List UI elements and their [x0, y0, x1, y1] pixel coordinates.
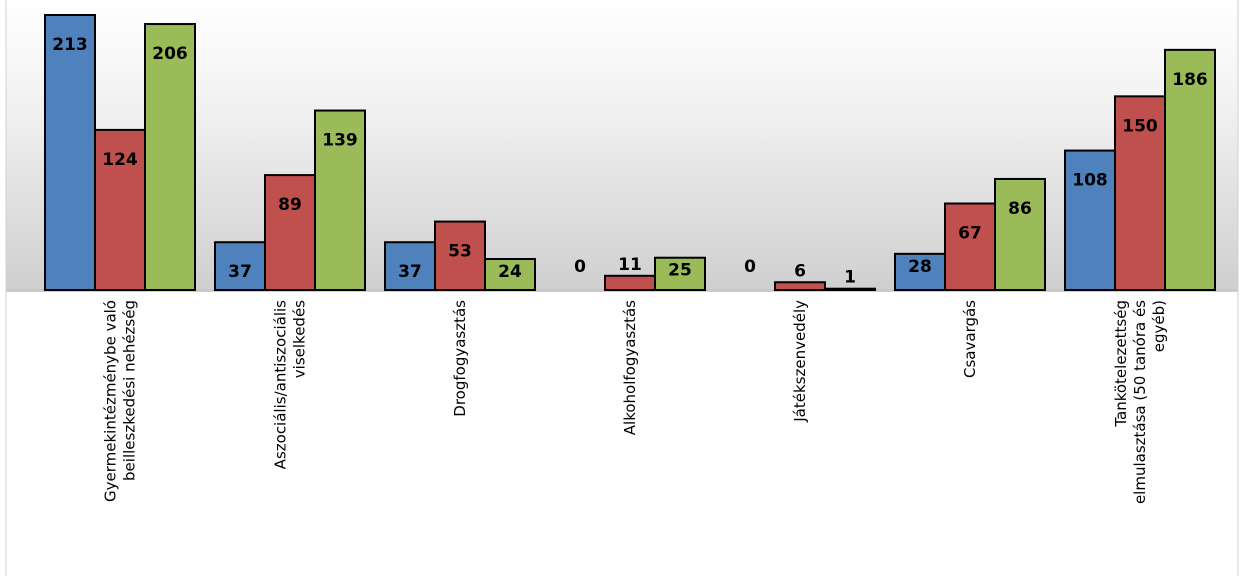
data-label-series3-cat3: 24 [498, 262, 522, 282]
data-label-series2-cat4: 11 [618, 255, 642, 275]
data-label-series1-cat3: 37 [398, 262, 422, 282]
bar-series2-cat2 [264, 174, 316, 292]
category-label-line: Tankötelezettség [1112, 300, 1130, 428]
data-label-series2-cat6: 67 [958, 223, 982, 243]
category-label-line: Alkoholfogyasztás [621, 300, 639, 435]
data-label-series1-cat4: 0 [574, 257, 586, 277]
category-label-line: viselkedés [291, 300, 309, 378]
data-label-series1-cat2: 37 [228, 262, 252, 282]
data-label-series3-cat6: 86 [1008, 199, 1032, 219]
data-label-series3-cat1: 206 [152, 44, 188, 64]
data-label-series1-cat1: 213 [52, 35, 88, 55]
category-label-2: Aszociális/antiszociális viselkedés [272, 300, 309, 469]
bar-series2-cat7 [1114, 95, 1166, 291]
bar-series3-cat1 [144, 23, 196, 291]
bar-series1-cat6 [894, 252, 946, 291]
data-label-series1-cat7: 108 [1072, 171, 1108, 191]
data-label-series3-cat5: 1 [844, 268, 856, 288]
category-label-3: Drogfogyasztás [451, 300, 469, 417]
data-label-series3-cat7: 186 [1172, 70, 1208, 90]
bar-series3-cat7 [1164, 48, 1216, 291]
category-label-line: Játékszenvedély [791, 300, 809, 423]
category-label-4: Alkoholfogyasztás [621, 300, 639, 435]
data-label-series1-cat5: 0 [744, 257, 756, 277]
bar-series3-cat4 [654, 256, 706, 291]
bar-series2-cat3 [434, 220, 486, 291]
category-label-line: beilleszkedési nehézség [121, 300, 139, 481]
data-label-series3-cat4: 25 [668, 261, 692, 281]
category-label-line: egyéb) [1150, 300, 1168, 352]
data-label-series2-cat7: 150 [1122, 116, 1158, 136]
bar-series3-cat3 [484, 258, 536, 292]
bar-series2-cat4 [604, 274, 656, 292]
bar-series2-cat5 [774, 281, 826, 291]
data-label-series2-cat1: 124 [102, 150, 138, 170]
bar-series1-cat1 [44, 14, 96, 291]
data-label-series2-cat2: 89 [278, 195, 302, 215]
bar-series2-cat6 [944, 202, 996, 291]
data-label-series2-cat5: 6 [794, 261, 806, 281]
category-label-7: Tankötelezettség elmulasztása (50 tanóra … [1112, 300, 1168, 504]
category-label-line: Drogfogyasztás [451, 300, 469, 417]
bar-series3-cat6 [994, 177, 1046, 291]
category-label-line: Csavargás [961, 300, 979, 378]
bar-series1-cat3 [384, 241, 436, 291]
category-label-6: Csavargás [961, 300, 979, 378]
category-label-line: Aszociális/antiszociális [272, 300, 290, 469]
category-label-5: Játékszenvedély [791, 300, 809, 423]
data-label-series2-cat3: 53 [448, 242, 472, 262]
category-label-line: Gyermekintézménybe való [102, 300, 120, 502]
bar-series2-cat1 [94, 128, 146, 291]
data-label-series3-cat2: 139 [322, 131, 358, 151]
data-label-series1-cat6: 28 [908, 257, 932, 277]
category-label-1: Gyermekintézménybe való beilleszkedési ne… [102, 300, 139, 502]
bar-series3-cat2 [314, 109, 366, 292]
bar-series3-cat5 [824, 287, 876, 292]
bar-series1-cat7 [1064, 149, 1116, 291]
category-label-line: elmulasztása (50 tanóra és [1131, 300, 1149, 504]
